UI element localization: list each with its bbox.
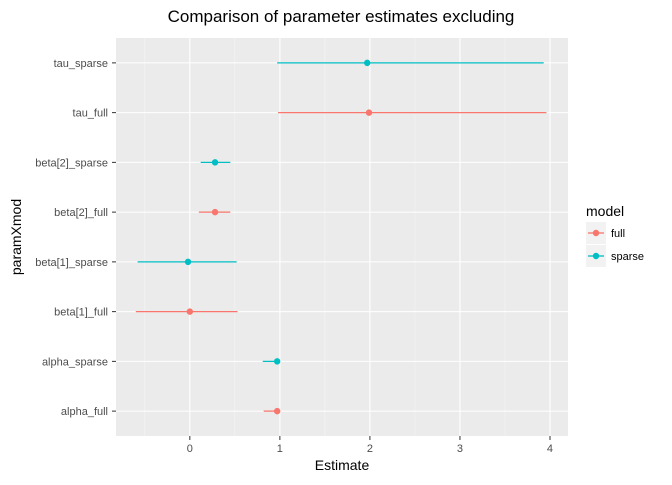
- legend-label: full: [611, 228, 625, 240]
- y-tick-label: alpha_sparse: [42, 356, 108, 368]
- estimate-point: [184, 258, 192, 266]
- estimate-point: [365, 109, 373, 116]
- y-tick-label: beta[2]_full: [54, 207, 108, 219]
- estimate-point: [211, 159, 219, 166]
- plot-panel: [116, 38, 568, 436]
- estimate-point: [273, 407, 281, 415]
- x-tick-label: 2: [367, 443, 373, 455]
- y-tick-label: tau_sparse: [54, 58, 108, 70]
- legend: model full sparse: [586, 203, 644, 267]
- x-tick-label: 0: [187, 443, 193, 455]
- y-tick-label: alpha_full: [61, 406, 108, 418]
- estimate-point: [211, 208, 219, 216]
- estimate-point: [364, 59, 371, 67]
- chart-title: Comparison of parameter estimates exclud…: [168, 7, 515, 26]
- data-marks: [135, 59, 547, 415]
- y-tick-label: tau_full: [73, 108, 108, 120]
- y-axis-title: paramXmod: [8, 199, 24, 275]
- y-tick-label: beta[1]_full: [54, 307, 108, 319]
- axes: 0 1 2 3 4 alpha_full alpha_sparse beta[1]_full b…: [35, 58, 553, 455]
- y-tick-label: beta[2]_sparse: [35, 157, 108, 169]
- x-tick-label: 3: [457, 443, 463, 455]
- estimate-point: [273, 358, 281, 365]
- y-tick-label: beta[1]_sparse: [35, 257, 108, 269]
- legend-label: sparse: [611, 251, 644, 263]
- x-axis-title: Estimate: [315, 457, 370, 473]
- x-tick-label: 1: [277, 443, 283, 455]
- legend-key-point: [592, 229, 600, 237]
- legend-key-point: [592, 252, 600, 260]
- estimate-point: [186, 308, 194, 315]
- x-tick-label: 4: [547, 443, 553, 455]
- legend-title: model: [586, 203, 624, 219]
